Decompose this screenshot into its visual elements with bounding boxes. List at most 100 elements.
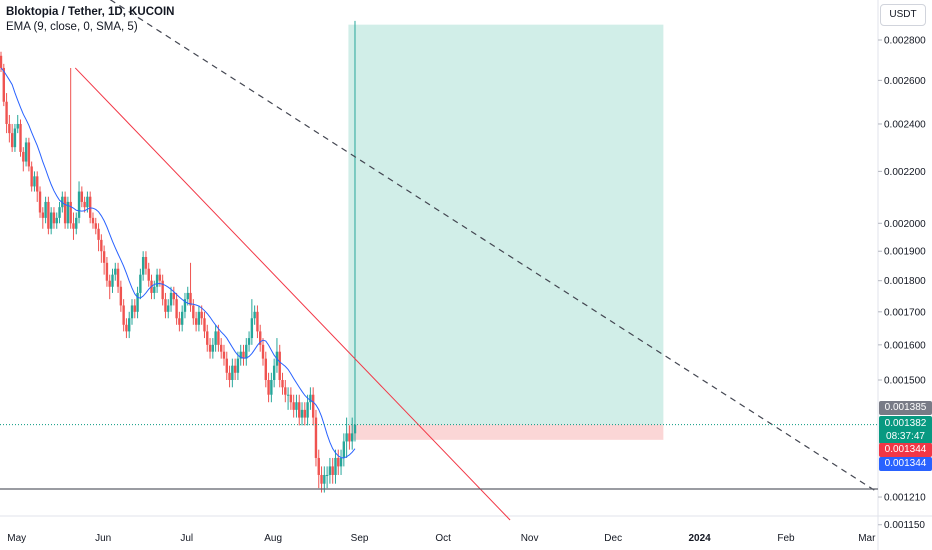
- candle: [94, 217, 97, 235]
- candle: [47, 196, 50, 235]
- candle-body: [339, 457, 343, 467]
- candle-body: [186, 292, 189, 300]
- candle: [100, 234, 103, 263]
- candle-body: [77, 191, 81, 218]
- candle-body: [309, 394, 312, 403]
- candle-body: [52, 212, 56, 224]
- candle: [80, 186, 84, 208]
- y-tick-label: 0.002000: [884, 219, 926, 230]
- candle-body: [320, 474, 323, 484]
- candle: [175, 292, 178, 325]
- candle-body: [47, 201, 50, 229]
- dashed-trendline: [109, 0, 879, 494]
- candle-body: [144, 256, 148, 269]
- candle: [342, 433, 346, 467]
- candle-body: [72, 223, 75, 229]
- candle-body: [217, 331, 220, 345]
- y-tick-label: 0.002600: [884, 76, 926, 87]
- x-tick-label: Jul: [180, 533, 193, 544]
- target-zone: [348, 24, 664, 425]
- candle-body: [334, 457, 337, 475]
- candle-body: [55, 217, 58, 224]
- y-tick-label: 0.002400: [884, 119, 926, 130]
- candle-body: [114, 268, 117, 275]
- candle-body: [231, 365, 234, 380]
- ema-indicator-label[interactable]: EMA (9, close, 0, SMA, 5): [6, 21, 138, 33]
- candle-body: [91, 217, 95, 224]
- candle-body: [295, 402, 298, 410]
- candle: [264, 351, 267, 388]
- candle-body: [172, 292, 176, 300]
- candle-body: [116, 268, 120, 287]
- candle-body: [214, 331, 217, 345]
- candle-body: [331, 466, 334, 475]
- candle: [323, 466, 326, 493]
- candle-body: [208, 344, 212, 352]
- candle-body: [311, 394, 315, 418]
- candle: [253, 305, 256, 325]
- candle-body: [247, 338, 251, 345]
- candle: [286, 387, 290, 410]
- candle-body: [161, 280, 164, 300]
- candle: [44, 196, 47, 224]
- currency-button[interactable]: USDT: [880, 4, 926, 26]
- candle-body: [66, 201, 70, 224]
- candle: [55, 212, 58, 229]
- candle: [222, 344, 226, 366]
- candle-body: [348, 433, 351, 442]
- candle-body: [16, 123, 19, 129]
- candle-body: [267, 380, 270, 395]
- x-tick-label: Mar: [858, 533, 876, 544]
- candle-body: [119, 286, 123, 306]
- candle: [270, 372, 273, 403]
- candle: [41, 207, 45, 229]
- x-tick-label: Sep: [351, 533, 369, 544]
- candle: [211, 338, 215, 359]
- candle-body: [325, 474, 329, 476]
- candle-body: [158, 274, 162, 281]
- candle: [180, 305, 184, 332]
- candle-body: [69, 201, 72, 224]
- candle: [24, 137, 28, 167]
- candle-body: [242, 351, 245, 359]
- candle-body: [206, 331, 209, 345]
- candle-body: [38, 191, 42, 213]
- x-tick-label: Feb: [777, 533, 795, 544]
- candle: [139, 268, 142, 300]
- candle-body: [111, 274, 114, 287]
- candle: [298, 394, 301, 426]
- candle: [351, 417, 354, 450]
- candle-body: [222, 351, 226, 359]
- candle: [275, 338, 279, 373]
- candle: [8, 114, 11, 143]
- candle-body: [105, 262, 109, 281]
- candle-body: [314, 417, 318, 458]
- candle-body: [228, 372, 231, 380]
- candle: [77, 181, 81, 224]
- candle: [30, 161, 33, 192]
- candle-body: [200, 311, 203, 319]
- candle-body: [86, 196, 89, 208]
- candle: [122, 299, 125, 332]
- candle-body: [259, 331, 262, 345]
- x-tick-label: Oct: [435, 533, 451, 544]
- candle-body: [0, 55, 3, 68]
- y-tick-label: 0.001700: [884, 307, 926, 318]
- candle-body: [108, 280, 111, 287]
- candle-body: [13, 128, 17, 148]
- y-tick-label: 0.002800: [884, 36, 926, 47]
- candle: [300, 402, 304, 426]
- candle-body: [2, 67, 5, 102]
- candle: [52, 207, 56, 229]
- candle-body: [239, 351, 242, 359]
- candle-body: [286, 394, 290, 396]
- candle: [219, 338, 223, 359]
- candle-body: [128, 318, 131, 332]
- candle-body: [353, 424, 357, 434]
- symbol-title[interactable]: Bloktopia / Tether, 1D, KUCOIN: [6, 6, 175, 18]
- candle: [83, 196, 86, 213]
- candle: [197, 305, 201, 332]
- candle: [325, 466, 329, 489]
